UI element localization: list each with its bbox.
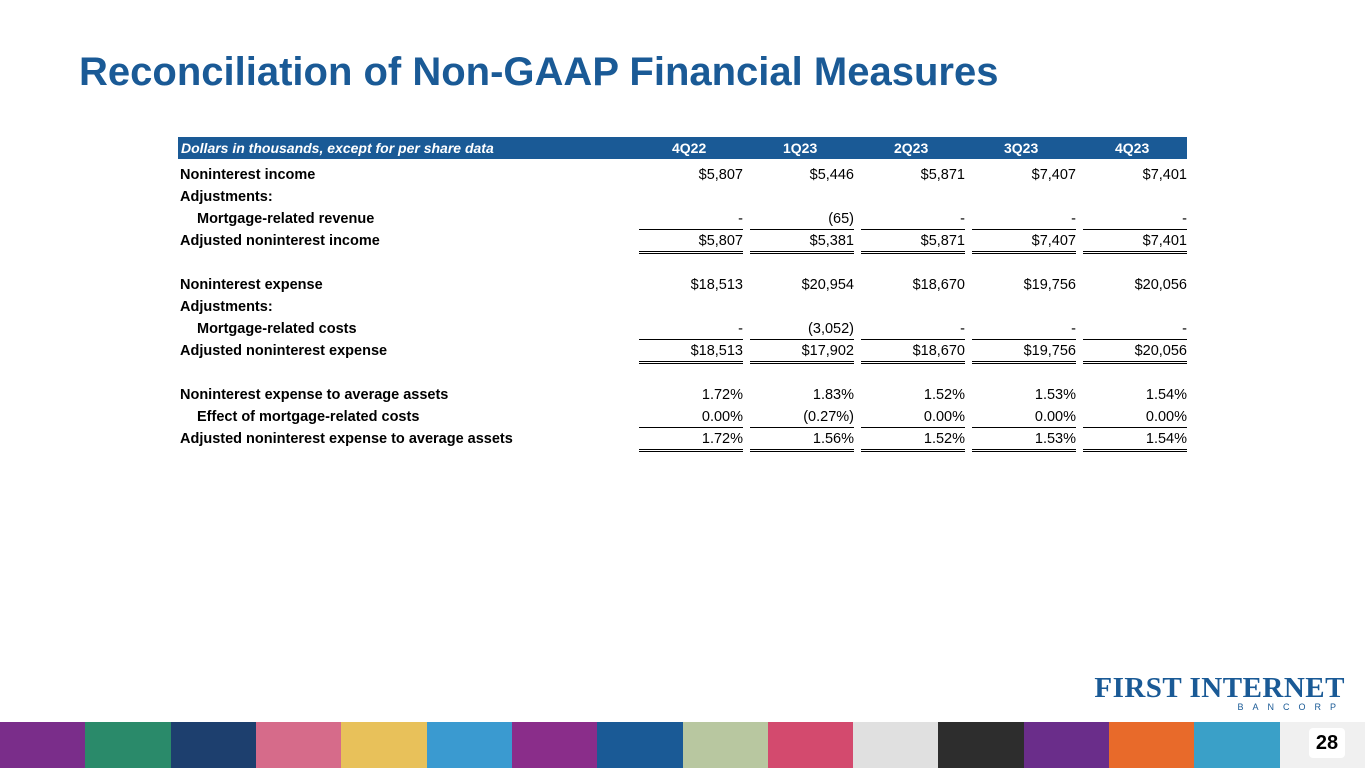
reconciliation-table: Dollars in thousands, except for per sha… [178, 137, 1187, 452]
table-cell: $5,807 [639, 231, 743, 254]
table-row: Adjustments: [178, 297, 1187, 319]
table-cell: (3,052) [750, 319, 854, 340]
decor-block [170, 722, 256, 768]
decor-block [767, 722, 854, 768]
table-row: Noninterest expense to average assets 1.… [178, 385, 1187, 407]
table-cell: 0.00% [861, 407, 965, 428]
table-cell: $19,756 [972, 341, 1076, 364]
table-row: Mortgage-related costs - (3,052) - - - [178, 319, 1187, 341]
decor-block [682, 722, 768, 768]
table-row: Adjusted noninterest income $5,807 $5,38… [178, 231, 1187, 254]
table-cell: $5,807 [698, 167, 743, 183]
decor-block [0, 722, 86, 768]
row-label: Noninterest expense [180, 277, 323, 293]
table-cell: $7,401 [1142, 167, 1187, 183]
column-header: 4Q22 [672, 140, 707, 156]
decor-block [597, 722, 683, 768]
table-cell: $7,407 [972, 231, 1076, 254]
table-cell: (65) [750, 209, 854, 230]
table-cell: 0.00% [1083, 407, 1187, 428]
table-cell: $20,056 [1134, 277, 1187, 293]
row-label: Mortgage-related revenue [197, 211, 375, 227]
decor-block [938, 722, 1024, 768]
table-cell: $5,871 [920, 167, 965, 183]
table-cell: $7,401 [1083, 231, 1187, 254]
table-row: Adjustments: [178, 187, 1187, 209]
row-label: Adjustments: [180, 189, 273, 205]
table-cell: - [861, 319, 965, 340]
row-label: Mortgage-related costs [197, 321, 357, 337]
table-cell: - [1083, 319, 1187, 340]
row-label: Noninterest expense to average assets [180, 387, 449, 403]
table-cell: 1.56% [750, 429, 854, 452]
decor-block [255, 722, 342, 768]
table-cell: $19,756 [1023, 277, 1076, 293]
table-cell: $7,407 [1031, 167, 1076, 183]
page-number: 28 [1309, 728, 1345, 758]
table-cell: 1.54% [1083, 429, 1187, 452]
row-label: Adjustments: [180, 299, 273, 315]
table-cell: $5,446 [809, 167, 854, 183]
table-cell: $20,954 [801, 277, 854, 293]
table-cell: 1.72% [639, 429, 743, 452]
table-caption: Dollars in thousands, except for per sha… [181, 140, 494, 156]
table-cell: $18,513 [639, 341, 743, 364]
table-cell: - [972, 319, 1076, 340]
table-cell: 1.52% [923, 387, 965, 403]
table-cell: $20,056 [1083, 341, 1187, 364]
table-cell: 1.53% [972, 429, 1076, 452]
table-cell: 1.52% [861, 429, 965, 452]
decor-block [1109, 722, 1195, 768]
table-row: Adjusted noninterest expense to average … [178, 429, 1187, 452]
table-cell: $5,381 [750, 231, 854, 254]
column-header: 1Q23 [783, 140, 818, 156]
table-cell: 0.00% [972, 407, 1076, 428]
decor-block [1023, 722, 1110, 768]
table-cell: $18,513 [690, 277, 743, 293]
column-header: 3Q23 [1004, 140, 1039, 156]
row-label: Adjusted noninterest expense to average … [180, 431, 513, 447]
row-label: Effect of mortgage-related costs [197, 409, 420, 425]
decor-block [426, 722, 512, 768]
table-cell: $18,670 [912, 277, 965, 293]
table-cell: (0.27%) [750, 407, 854, 428]
table-cell: $17,902 [750, 341, 854, 364]
column-header: 4Q23 [1115, 140, 1150, 156]
table-cell: 1.53% [1034, 387, 1076, 403]
row-label: Noninterest income [180, 167, 316, 183]
decor-block [1194, 722, 1280, 768]
table-cell: $18,670 [861, 341, 965, 364]
column-header: 2Q23 [894, 140, 929, 156]
table-cell: 0.00% [639, 407, 743, 428]
decorative-footer-strip [0, 722, 1365, 768]
table-row: Noninterest income $5,807 $5,446 $5,871 … [178, 165, 1187, 187]
table-cell: 1.72% [701, 387, 743, 403]
table-row: Mortgage-related revenue - (65) - - - [178, 209, 1187, 231]
row-label: Adjusted noninterest income [180, 233, 380, 249]
table-cell: - [639, 209, 743, 230]
decor-block [853, 722, 939, 768]
decor-block [85, 722, 171, 768]
logo-wordmark: FIRST INTERNET [1094, 672, 1345, 704]
table-cell: $5,871 [861, 231, 965, 254]
row-label: Adjusted noninterest expense [180, 343, 388, 359]
table-cell: - [639, 319, 743, 340]
table-cell: 1.54% [1145, 387, 1187, 403]
decor-block [341, 722, 427, 768]
table-row: Adjusted noninterest expense $18,513 $17… [178, 341, 1187, 364]
table-cell: - [861, 209, 965, 230]
table-row: Effect of mortgage-related costs 0.00% (… [178, 407, 1187, 429]
table-header: Dollars in thousands, except for per sha… [178, 137, 1187, 159]
table-cell: - [972, 209, 1076, 230]
table-row: Noninterest expense $18,513 $20,954 $18,… [178, 275, 1187, 297]
decor-block [511, 722, 598, 768]
page-title: Reconciliation of Non-GAAP Financial Mea… [79, 50, 999, 94]
table-cell: - [1083, 209, 1187, 230]
logo-subtitle: BANCORP [1237, 702, 1345, 712]
table-cell: 1.83% [812, 387, 854, 403]
company-logo: FIRST INTERNET BANCORP [1094, 672, 1345, 712]
